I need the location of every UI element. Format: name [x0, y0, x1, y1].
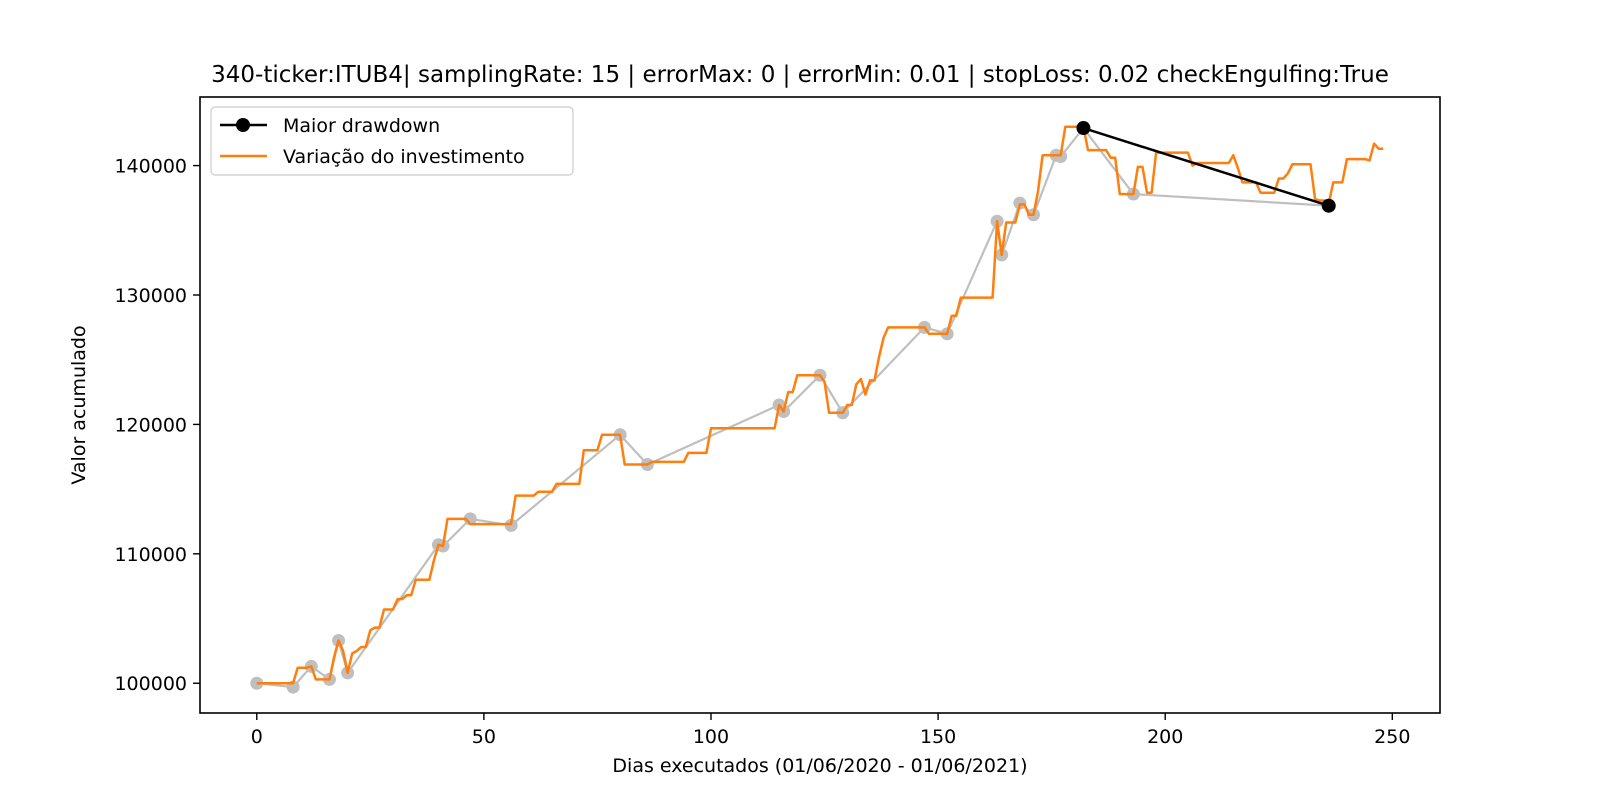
x-tick-label: 150: [920, 726, 956, 748]
data-point: [250, 676, 264, 690]
legend-label-drawdown: Maior drawdown: [283, 115, 440, 137]
data-point: [1013, 196, 1027, 210]
series-maior-drawdown: [1076, 121, 1336, 213]
drawdown-line: [1083, 126, 1330, 207]
data-point: [1054, 150, 1068, 164]
series-varia-o-do-investimento: [256, 125, 1384, 685]
plot-frame: [199, 96, 1441, 714]
legend: Maior drawdown Variação do investimento: [210, 106, 574, 176]
x-axis-label: Dias executados (01/06/2020 - 01/06/2021…: [612, 755, 1027, 777]
y-tick-label: 110000: [114, 544, 187, 566]
y-tick-label: 140000: [114, 156, 187, 178]
legend-label-investimento: Variação do investimento: [283, 146, 525, 168]
chart-title: 340-ticker:ITUB4| samplingRate: 15 | err…: [211, 62, 1389, 88]
series-layer: [250, 121, 1384, 694]
drawdown-point: [1076, 121, 1091, 136]
legend-marker-drawdown: [236, 118, 250, 132]
data-point: [504, 518, 518, 532]
y-axis-label: Valor acumulado: [68, 325, 90, 484]
y-tick-label: 130000: [114, 285, 187, 307]
y-tick-label: 120000: [114, 414, 187, 436]
drawdown-point: [1321, 198, 1336, 213]
x-tick-label: 100: [693, 726, 729, 748]
x-tick-label: 50: [472, 726, 496, 748]
x-tick-label: 250: [1374, 726, 1410, 748]
legend-box: [210, 106, 574, 176]
y-axis: 100000 110000 120000 130000 140000: [114, 156, 200, 695]
x-tick-label: 0: [251, 726, 263, 748]
x-tick-label: 200: [1147, 726, 1183, 748]
y-tick-label: 100000: [114, 673, 187, 695]
investment-line: [256, 125, 1384, 685]
x-axis: 0 50 100 150 200 250: [251, 713, 1410, 748]
